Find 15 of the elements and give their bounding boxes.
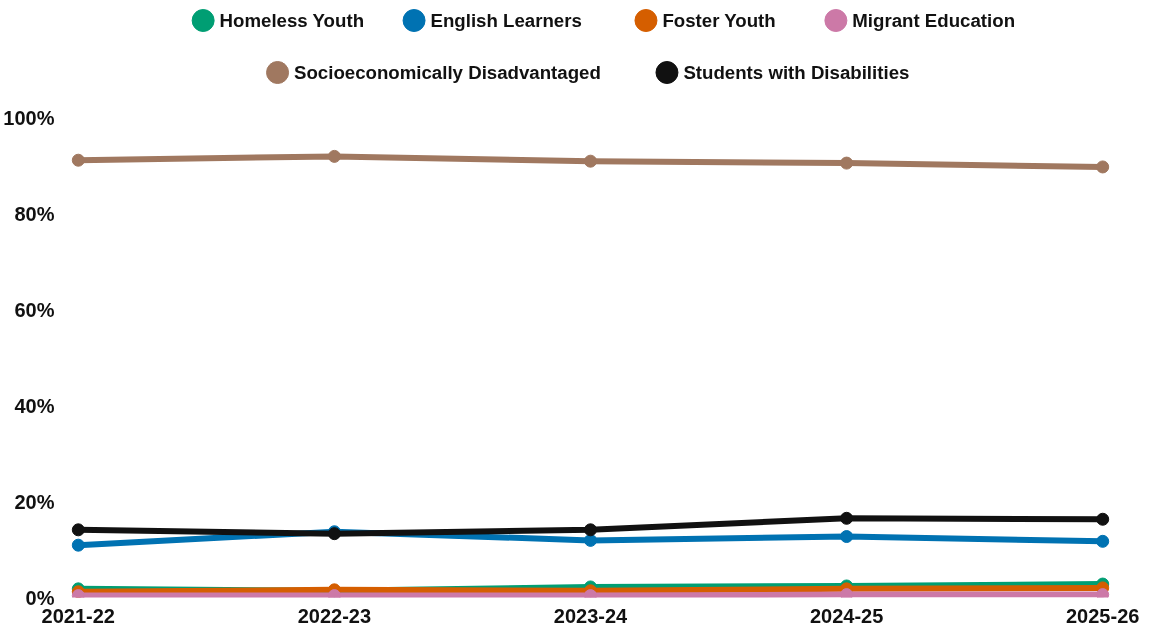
y-tick-label: 20%: [14, 490, 55, 513]
legend-label: Foster Youth: [662, 10, 776, 31]
legend-label: Migrant Education: [852, 10, 1016, 31]
y-tick-label: 40%: [14, 394, 55, 417]
y-tick-label: 100%: [3, 106, 55, 129]
legend-label: Socioeconomically Disadvantaged: [293, 62, 601, 83]
legend-label: Students with Disabilities: [683, 62, 910, 83]
legend-label: English Learners: [430, 10, 582, 31]
x-tick-label: 2023-24: [553, 604, 629, 627]
x-tick-label: 2025-26: [1066, 604, 1140, 627]
legend-label: Homeless Youth: [219, 10, 365, 31]
y-tick-label: 60%: [14, 298, 55, 321]
y-tick-label: 80%: [14, 202, 55, 225]
x-tick-label: 2022-23: [297, 604, 372, 627]
x-tick-label: 2024-25: [809, 604, 884, 627]
